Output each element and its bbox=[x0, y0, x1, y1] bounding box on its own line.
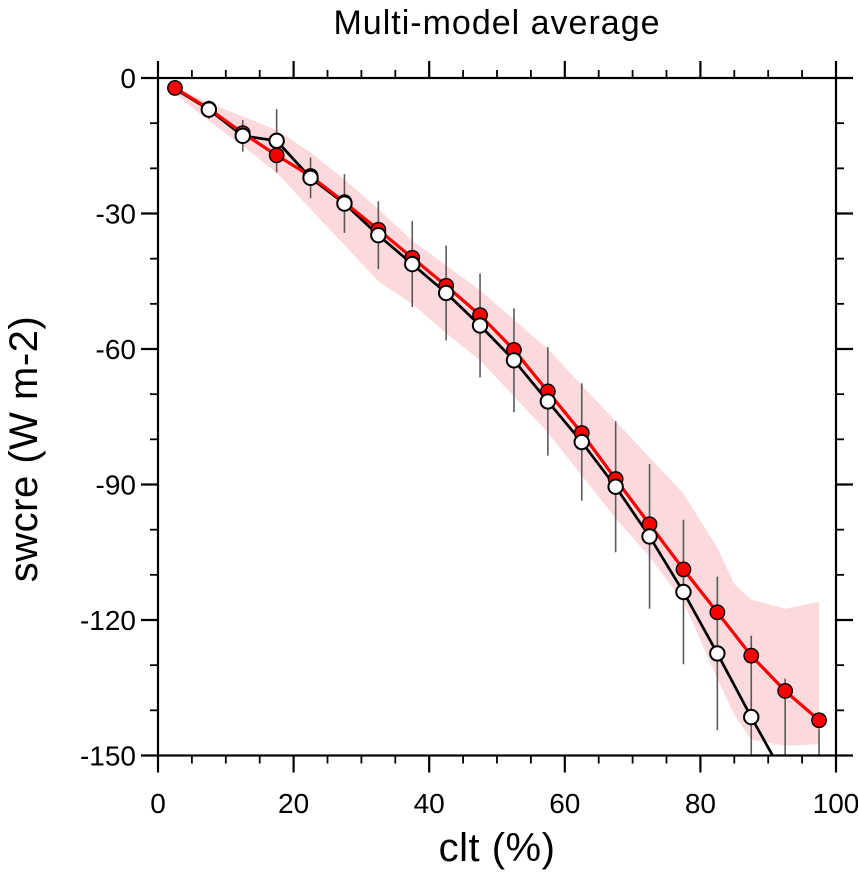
axis-ticks bbox=[141, 61, 853, 773]
white-marker bbox=[743, 708, 760, 726]
y-tick-label: -30 bbox=[96, 199, 136, 230]
white-marker bbox=[607, 478, 624, 495]
white-marker bbox=[675, 583, 692, 601]
white-marker bbox=[778, 771, 792, 785]
x-axis-label: clt (%) bbox=[438, 826, 556, 870]
white-marker bbox=[404, 255, 421, 273]
white-markers bbox=[200, 101, 792, 785]
y-tick-label: -60 bbox=[96, 334, 136, 365]
y-tick-label: -90 bbox=[96, 470, 136, 501]
white-marker bbox=[234, 127, 251, 145]
red-marker bbox=[675, 561, 692, 578]
x-tick-label: 20 bbox=[278, 788, 309, 819]
tick-labels: 0 20 40 60 80 100 0 -30 -60 -90 -120 -150 bbox=[80, 63, 858, 819]
red-marker bbox=[777, 683, 794, 699]
white-marker bbox=[437, 284, 455, 302]
black-line bbox=[174, 87, 775, 756]
y-tick-label: -150 bbox=[80, 741, 136, 772]
white-marker bbox=[505, 352, 523, 369]
white-marker bbox=[302, 169, 319, 187]
y-tick-label: -120 bbox=[80, 605, 136, 636]
red-marker bbox=[811, 712, 827, 729]
white-marker bbox=[539, 393, 557, 410]
white-marker bbox=[336, 195, 353, 212]
plot-area bbox=[167, 80, 827, 785]
pink-uncertainty-band bbox=[174, 87, 820, 746]
red-marker bbox=[709, 604, 726, 621]
x-tick-label: 0 bbox=[150, 788, 166, 819]
y-axis-label: swcre (W m-2) bbox=[2, 315, 46, 583]
white-marker bbox=[200, 101, 218, 118]
red-marker bbox=[167, 80, 183, 96]
white-marker bbox=[573, 433, 590, 451]
x-tick-label: 40 bbox=[414, 788, 445, 819]
white-marker bbox=[641, 528, 658, 545]
white-marker bbox=[471, 317, 489, 334]
white-marker bbox=[370, 226, 387, 244]
red-marker bbox=[268, 147, 285, 164]
white-marker bbox=[709, 645, 726, 662]
x-tick-label: 60 bbox=[549, 788, 580, 819]
white-marker bbox=[268, 132, 285, 149]
y-tick-label: 0 bbox=[120, 63, 136, 94]
x-tick-label: 100 bbox=[813, 788, 858, 819]
x-tick-label: 80 bbox=[685, 788, 716, 819]
chart-title: Multi-model average bbox=[333, 4, 661, 42]
red-marker bbox=[743, 647, 760, 664]
